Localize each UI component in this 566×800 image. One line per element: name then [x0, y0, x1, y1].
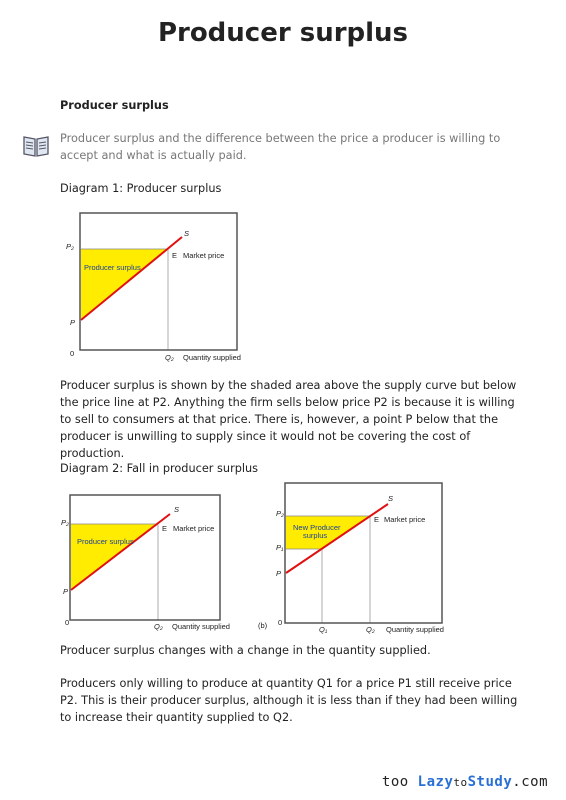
label: Quantity supplied: [183, 353, 241, 362]
label: 0: [278, 618, 282, 627]
label: Q₂: [165, 353, 174, 362]
footer: too LazytoStudy.com: [382, 774, 548, 790]
diagram-1: P₂ S E Market price Producer surplus P 0…: [66, 212, 241, 362]
label: surplus: [303, 531, 327, 540]
paragraph: Producer surplus changes with a change i…: [60, 644, 431, 657]
label: 0: [70, 349, 74, 358]
label: Quantity supplied: [172, 622, 230, 631]
book-icon: [23, 136, 49, 157]
label: S: [174, 505, 179, 514]
footer-text: Study: [467, 774, 513, 790]
label: Market price: [384, 515, 425, 524]
label: Q₂: [366, 625, 375, 634]
note: Producer surplus and the difference betw…: [60, 132, 501, 162]
label: E: [172, 251, 177, 260]
label: P: [70, 318, 75, 327]
label: Market price: [173, 524, 214, 533]
caption: Diagram 2: Fall in producer surplus: [60, 462, 259, 475]
label: E: [374, 515, 379, 524]
diagram-2: P₂ S E Market price Producer surplus P 0…: [61, 482, 444, 634]
label: S: [184, 229, 189, 238]
footer-text: Lazy: [417, 774, 454, 790]
label: Market price: [183, 251, 224, 260]
paragraph: Producers only willing to produce at qua…: [60, 677, 518, 724]
label: Q₂: [154, 622, 163, 631]
caption: Diagram 1: Producer surplus: [60, 182, 222, 195]
label: P: [276, 569, 281, 578]
paragraph: Producer surplus is shown by the shaded …: [60, 379, 517, 460]
title: Producer surplus: [157, 18, 409, 48]
section-heading: Producer surplus: [60, 99, 169, 112]
label: P: [63, 587, 68, 596]
label: S: [388, 494, 393, 503]
footer-text: too: [381, 774, 409, 790]
label: New Producer: [293, 523, 341, 532]
label: P₂: [276, 509, 284, 518]
label: E: [162, 524, 167, 533]
label: 0: [65, 618, 69, 627]
label: Producer surplus: [84, 263, 141, 272]
label: Quantity supplied: [386, 625, 444, 634]
footer-text: .com: [512, 774, 548, 790]
label: P₁: [276, 543, 284, 552]
label: Producer surplus: [77, 537, 134, 546]
label: P₂: [66, 242, 74, 251]
label: (b): [258, 621, 268, 630]
label: P₂: [61, 518, 69, 527]
footer-text: to: [453, 776, 468, 789]
label: Q₁: [319, 625, 328, 634]
